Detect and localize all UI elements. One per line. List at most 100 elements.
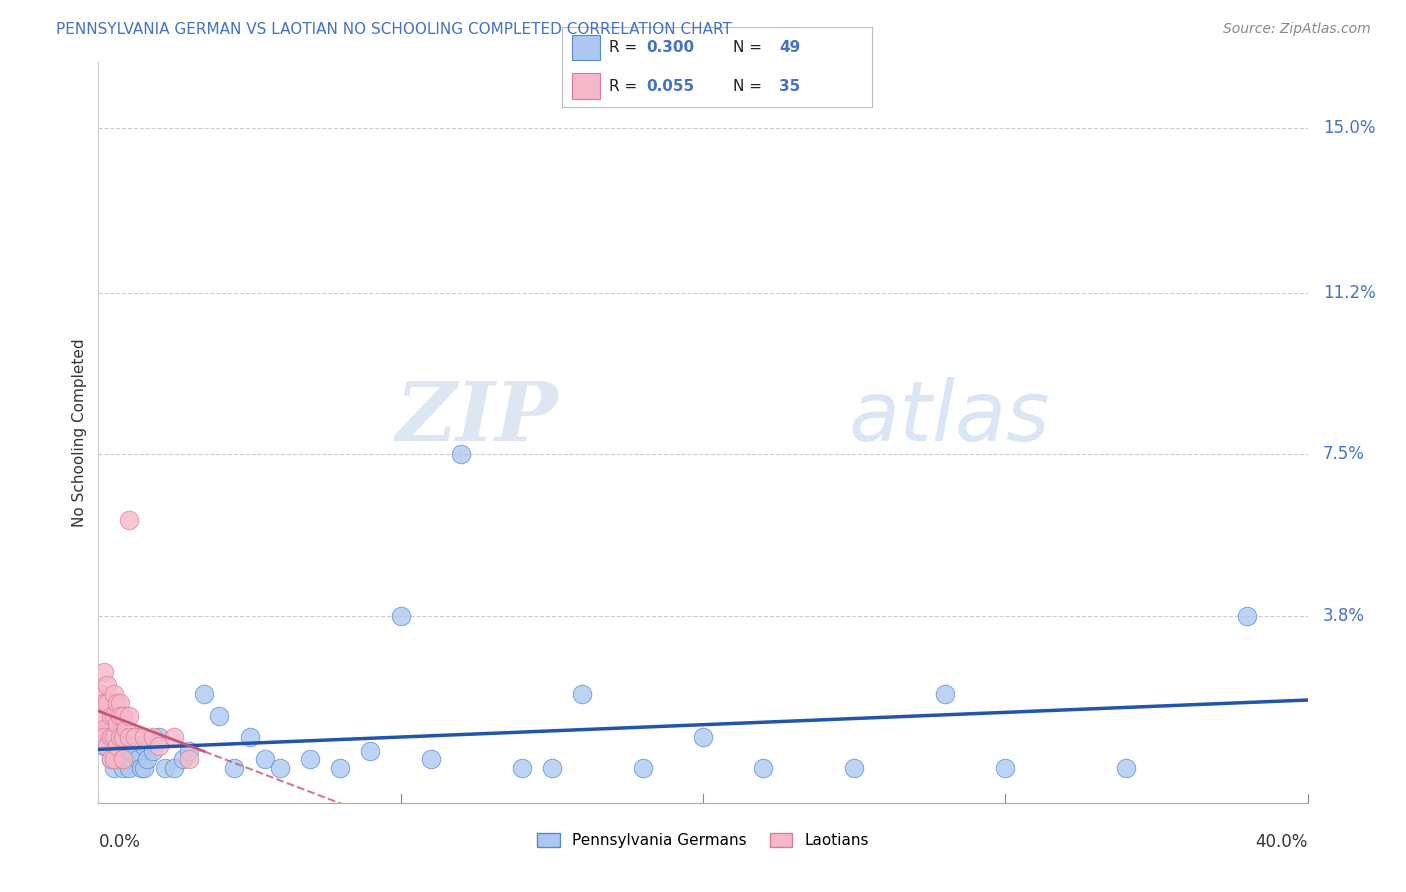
Point [108, 731, 131, 745]
Point [692, 731, 714, 745]
Point [269, 761, 291, 775]
Point [114, 722, 136, 736]
Point [934, 687, 956, 701]
Point [105, 752, 128, 766]
Point [108, 696, 131, 710]
Point [163, 761, 186, 775]
Point [253, 752, 276, 766]
Point [100, 752, 122, 766]
Text: Source: ZipAtlas.com: Source: ZipAtlas.com [1223, 22, 1371, 37]
Point [510, 761, 533, 775]
Point [1236, 608, 1258, 623]
Point [96, 739, 118, 754]
Point [239, 731, 262, 745]
Text: atlas: atlas [848, 377, 1050, 458]
Point [135, 752, 157, 766]
Point [111, 731, 134, 745]
Text: N =: N = [733, 40, 766, 55]
Bar [572, 73, 599, 99]
Point [93, 696, 115, 710]
Point [179, 743, 201, 757]
Point [118, 708, 141, 723]
Point [100, 708, 122, 723]
Y-axis label: No Schooling Completed: No Schooling Completed [72, 338, 87, 527]
Point [124, 731, 146, 745]
Point [103, 731, 125, 745]
Point [172, 752, 194, 766]
Point [129, 761, 152, 775]
Point [103, 687, 125, 701]
Point [631, 761, 654, 775]
Point [90, 731, 112, 745]
Text: N =: N = [733, 78, 766, 94]
Point [224, 761, 246, 775]
Point [103, 761, 125, 775]
Point [105, 739, 128, 754]
Point [163, 731, 186, 745]
Point [103, 708, 125, 723]
Text: 3.8%: 3.8% [1323, 607, 1365, 624]
Text: 0.0%: 0.0% [98, 833, 141, 851]
Text: R =: R = [609, 78, 643, 94]
Point [118, 731, 141, 745]
Point [571, 687, 593, 701]
Text: 40.0%: 40.0% [1256, 833, 1308, 851]
Point [420, 752, 443, 766]
Text: 0.300: 0.300 [645, 40, 695, 55]
Point [111, 708, 134, 723]
Point [118, 513, 141, 527]
Point [103, 752, 125, 766]
Text: PENNSYLVANIA GERMAN VS LAOTIAN NO SCHOOLING COMPLETED CORRELATION CHART: PENNSYLVANIA GERMAN VS LAOTIAN NO SCHOOL… [56, 22, 733, 37]
Point [105, 696, 128, 710]
Bar [572, 35, 599, 61]
Point [121, 743, 143, 757]
Text: R =: R = [609, 40, 643, 55]
Text: 0.055: 0.055 [645, 78, 695, 94]
Point [179, 752, 201, 766]
Point [118, 761, 141, 775]
Point [389, 608, 412, 623]
Point [90, 687, 112, 701]
Point [153, 761, 176, 775]
Point [844, 761, 866, 775]
Point [132, 739, 155, 754]
Point [193, 687, 215, 701]
Text: 35: 35 [779, 78, 800, 94]
Point [93, 739, 115, 754]
Point [1115, 761, 1137, 775]
Point [118, 731, 141, 745]
Point [108, 739, 131, 754]
Point [93, 731, 115, 745]
Point [132, 761, 155, 775]
Point [108, 708, 131, 723]
Point [96, 696, 118, 710]
Point [299, 752, 322, 766]
Text: 7.5%: 7.5% [1323, 445, 1365, 464]
Text: ZIP: ZIP [395, 378, 558, 458]
Point [105, 717, 128, 731]
Point [111, 761, 134, 775]
Point [360, 743, 382, 757]
Point [93, 665, 115, 680]
Point [329, 761, 352, 775]
Point [752, 761, 775, 775]
Text: 11.2%: 11.2% [1323, 285, 1375, 302]
Point [93, 722, 115, 736]
Point [100, 731, 122, 745]
Point [142, 731, 165, 745]
Point [96, 722, 118, 736]
Point [114, 752, 136, 766]
Point [540, 761, 562, 775]
Point [100, 752, 122, 766]
Point [127, 752, 149, 766]
Point [132, 731, 155, 745]
Point [96, 678, 118, 692]
Point [103, 731, 125, 745]
Point [124, 731, 146, 745]
Point [90, 708, 112, 723]
Point [111, 752, 134, 766]
Text: 15.0%: 15.0% [1323, 119, 1375, 136]
Text: 49: 49 [779, 40, 800, 55]
Point [148, 739, 170, 754]
Point [111, 743, 134, 757]
